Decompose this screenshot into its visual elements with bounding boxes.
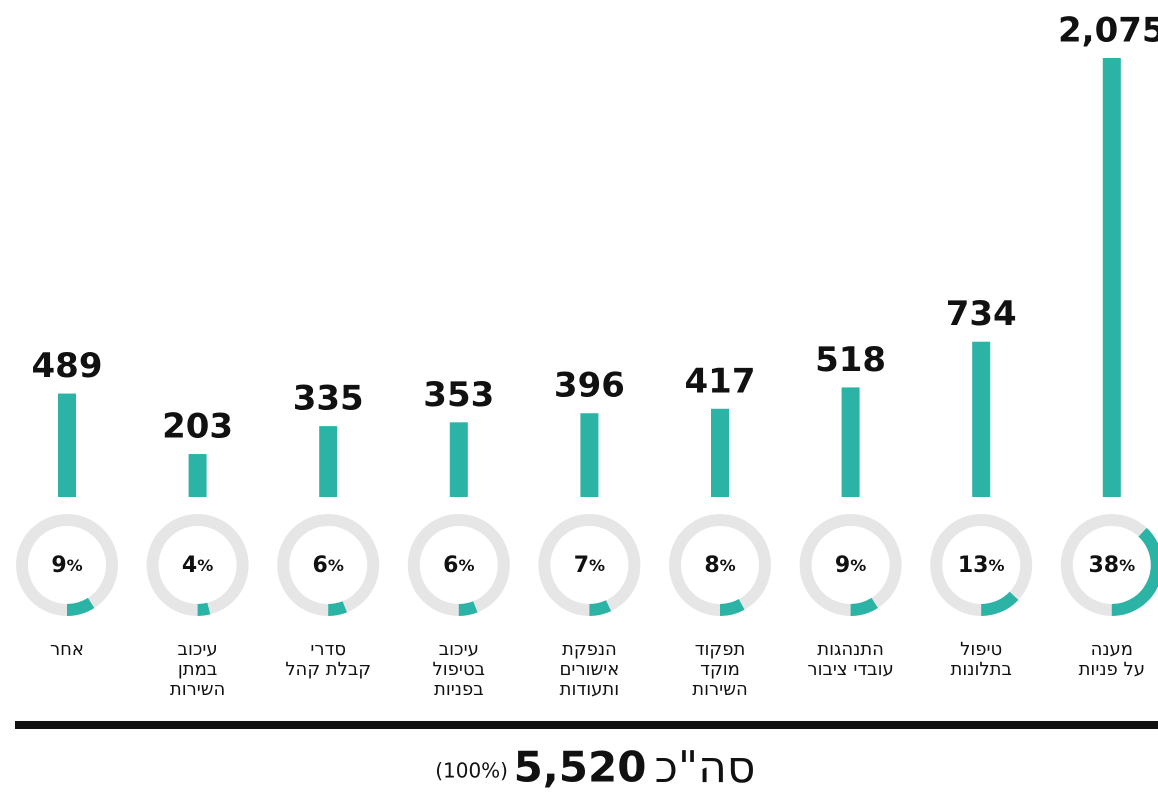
value-label: 518 bbox=[815, 340, 886, 380]
bar bbox=[580, 413, 599, 497]
bar bbox=[841, 387, 860, 497]
total-value: 5,520 bbox=[514, 743, 647, 792]
category-label: עיכוב bbox=[178, 639, 218, 660]
category-label: במתן bbox=[178, 659, 217, 680]
value-label: 335 bbox=[293, 379, 364, 419]
category-label: בפניות bbox=[434, 679, 484, 700]
category-label: על פניות bbox=[1079, 659, 1145, 680]
category-label: התנהגות bbox=[817, 639, 884, 660]
donut-arc bbox=[589, 600, 612, 616]
category-label: מענה bbox=[1091, 639, 1133, 660]
bar bbox=[1102, 58, 1121, 497]
bar bbox=[188, 454, 207, 497]
category-label: ותעודות bbox=[560, 679, 619, 700]
total-percent: (100%) bbox=[435, 759, 508, 783]
bar bbox=[711, 408, 729, 497]
category-label: אישורים bbox=[559, 659, 619, 680]
value-label: 734 bbox=[946, 294, 1017, 334]
value-label: 2,075 bbox=[1058, 11, 1158, 51]
donut-arc bbox=[850, 597, 878, 616]
total-label: סה"כ bbox=[655, 742, 756, 792]
donut-arc bbox=[458, 601, 478, 616]
category-label: השירות bbox=[692, 679, 747, 700]
percent-label: 9% bbox=[835, 553, 866, 578]
category-label: עובדי ציבור bbox=[807, 659, 893, 680]
category-label: קבלת קהל bbox=[285, 659, 371, 680]
percent-label: 13% bbox=[958, 553, 1005, 578]
category-label: בטיפול bbox=[433, 659, 485, 680]
percent-label: 8% bbox=[704, 553, 735, 578]
category-label: מוקד bbox=[700, 659, 740, 680]
value-label: 396 bbox=[554, 366, 625, 406]
bar bbox=[972, 341, 991, 497]
donut-arc bbox=[1111, 527, 1158, 616]
percent-label: 38% bbox=[1088, 553, 1135, 578]
percent-label: 6% bbox=[313, 553, 344, 578]
category-label: סדרי bbox=[310, 639, 346, 660]
donut-arc bbox=[327, 601, 347, 616]
bar bbox=[58, 393, 76, 497]
bar bbox=[319, 426, 338, 497]
category-label: עיכוב bbox=[439, 639, 479, 660]
category-label: השירות bbox=[170, 679, 225, 700]
value-label: 203 bbox=[162, 407, 233, 447]
donut-arc bbox=[980, 591, 1019, 616]
percent-label: 4% bbox=[182, 553, 213, 578]
category-label: אחר bbox=[50, 639, 84, 660]
value-label: 353 bbox=[423, 375, 494, 415]
category-label: תפקוד bbox=[695, 639, 746, 660]
value-label: 489 bbox=[32, 346, 103, 386]
category-label: הנפקת bbox=[562, 639, 617, 660]
category-label: בתלונות bbox=[951, 659, 1012, 680]
baseline-rule bbox=[15, 721, 1158, 729]
category-label: טיפול bbox=[960, 639, 1002, 660]
value-label: 417 bbox=[685, 361, 756, 401]
donut-arc bbox=[66, 597, 95, 616]
bar bbox=[449, 422, 468, 497]
percent-label: 7% bbox=[574, 553, 605, 578]
donut-arc bbox=[719, 599, 745, 616]
donut-arc bbox=[197, 602, 211, 616]
percent-label: 9% bbox=[51, 553, 82, 578]
percent-label: 6% bbox=[443, 553, 474, 578]
